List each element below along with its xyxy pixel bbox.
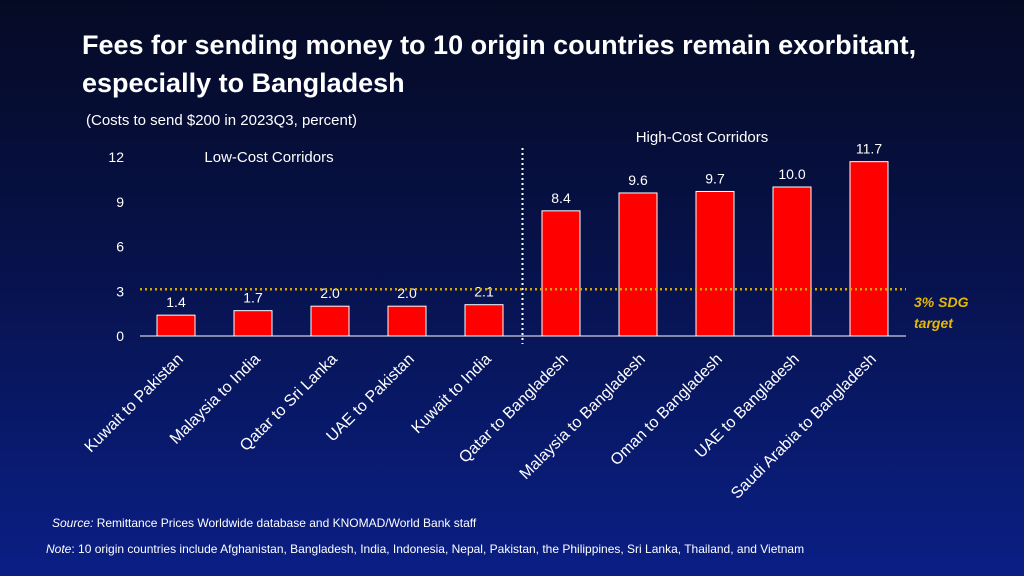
data-label: 2.1 [474, 284, 494, 300]
data-label: 8.4 [551, 190, 571, 206]
group-label-low-cost: Low-Cost Corridors [204, 149, 333, 166]
category-label: Malaysia to Bangladesh [517, 351, 649, 483]
source-text: Remittance Prices Worldwide database and… [93, 516, 477, 530]
bar [156, 314, 196, 337]
bar [387, 305, 427, 337]
sdg-target-label: target [914, 315, 954, 331]
chart-subtitle: (Costs to send $200 in 2023Q3, percent) [86, 112, 357, 129]
sdg-target-label: 3% SDG [914, 294, 969, 310]
data-label: 2.0 [397, 285, 417, 301]
y-tick-label: 12 [108, 149, 124, 165]
bar [464, 304, 504, 337]
data-label: 2.0 [320, 285, 340, 301]
source-label: Source: [52, 516, 94, 530]
bar [849, 161, 889, 337]
chart-title: Fees for sending money to 10 origin coun… [82, 30, 917, 98]
bar [233, 310, 273, 337]
category-label: Saudi Arabia to Bangladesh [728, 351, 880, 503]
bar [618, 192, 658, 337]
data-label: 10.0 [778, 166, 805, 182]
bar [541, 210, 581, 337]
y-tick-label: 0 [116, 328, 124, 344]
note-text: : 10 origin countries include Afghanista… [71, 542, 805, 556]
data-label: 9.7 [705, 170, 725, 186]
data-label: 9.6 [628, 172, 648, 188]
note-label: Note [46, 542, 72, 556]
category-label: Kuwait to India [409, 351, 495, 437]
y-tick-label: 9 [116, 194, 124, 210]
bar [772, 186, 812, 337]
group-label-high-cost: High-Cost Corridors [636, 129, 769, 146]
data-label: 1.7 [243, 290, 263, 306]
source-note: Source: Remittance Prices Worldwide data… [52, 516, 476, 530]
bar [310, 305, 350, 337]
y-tick-label: 6 [116, 239, 124, 255]
y-tick-label: 3 [116, 283, 124, 299]
footnote: Note: 10 origin countries include Afghan… [46, 542, 804, 556]
data-label: 11.7 [856, 141, 882, 157]
data-label: 1.4 [166, 294, 186, 310]
bar [695, 190, 735, 337]
